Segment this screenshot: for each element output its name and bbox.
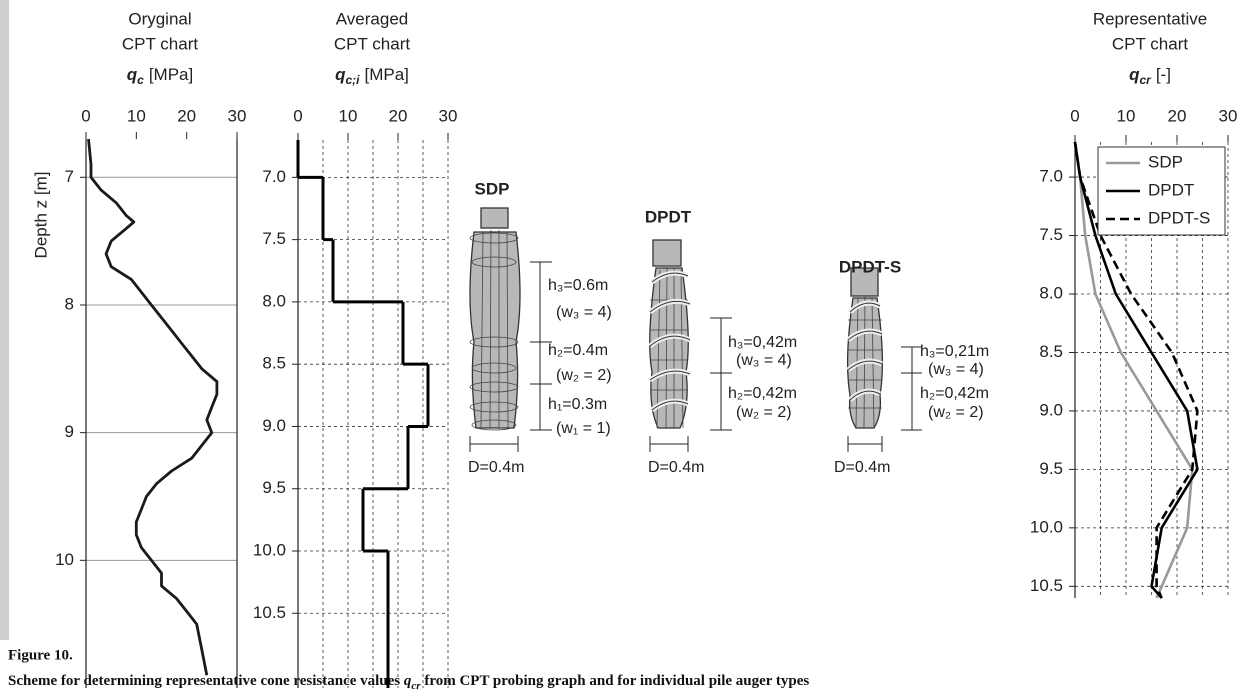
- value-tick-label: 20: [177, 106, 196, 125]
- value-tick-label: 0: [81, 106, 90, 125]
- depth-axis-label: Depth z [m]: [31, 172, 50, 259]
- depth-tick-label: 8.5: [1039, 342, 1063, 361]
- value-tick-label: 0: [1070, 106, 1079, 125]
- caption-symbol: q: [404, 673, 412, 689]
- depth-tick-label: 9.5: [1039, 459, 1063, 478]
- depth-tick-label: 10: [55, 550, 74, 569]
- dim-label: h₂=0.4m: [548, 342, 608, 359]
- chart-title: CPT chart: [334, 34, 410, 53]
- label-symbol: q: [127, 65, 138, 84]
- depth-tick-label: 10.5: [1030, 576, 1063, 595]
- label-symbol: q: [1129, 65, 1140, 84]
- depth-tick-label: 7: [65, 167, 74, 186]
- label-symbol: q: [335, 65, 346, 84]
- data-line: [1073, 141, 1199, 599]
- value-axis-label: qc [MPa]: [127, 65, 193, 87]
- depth-tick-label: 7.5: [262, 229, 286, 248]
- diameter-label: D=0.4m: [834, 459, 890, 476]
- dim-label: (w₃ = 4): [556, 304, 612, 321]
- value-tick-label: 30: [439, 106, 458, 125]
- dim-label: (w₂ = 2): [928, 404, 984, 421]
- pile-name: SDP: [475, 179, 510, 198]
- label-unit: [-]: [1156, 65, 1171, 84]
- depth-tick-label: 10.0: [1030, 517, 1063, 536]
- dim-label: (w₃ = 4): [928, 361, 984, 378]
- pile-name: DPDT-S: [839, 257, 901, 276]
- chart-title: CPT chart: [122, 34, 198, 53]
- legend-label: DPDT: [1148, 180, 1194, 199]
- label-unit: [MPa]: [365, 65, 409, 84]
- value-tick-label: 20: [1168, 106, 1187, 125]
- dim-label: (w₂ = 2): [736, 404, 792, 421]
- caption-text: Scheme for determining representative co…: [8, 673, 809, 691]
- depth-tick-label: 7.0: [1039, 167, 1063, 186]
- depth-tick-label: 7.5: [1039, 225, 1063, 244]
- pile-dpdt-s: [846, 267, 922, 452]
- legend-label: SDP: [1148, 152, 1183, 171]
- chart-title: Averaged: [336, 9, 408, 28]
- data-line: [1073, 141, 1194, 599]
- pile-sdp: [469, 207, 552, 452]
- diameter-label: D=0.4m: [468, 459, 524, 476]
- dim-label: h₂=0,42m: [920, 385, 989, 402]
- legend-label: DPDT-S: [1148, 208, 1210, 227]
- value-axis-label: qcr [-]: [1129, 65, 1171, 87]
- chart-title: Oryginal: [128, 9, 191, 28]
- depth-tick-label: 9.0: [1039, 400, 1063, 419]
- dim-label: h₃=0,21m: [920, 343, 989, 360]
- depth-tick-label: 7.0: [262, 167, 286, 186]
- chart-title: CPT chart: [1112, 34, 1188, 53]
- dim-label: h₃=0,42m: [728, 334, 797, 351]
- dim-label: (w₃ = 4): [736, 352, 792, 369]
- pile-dpdt: [648, 239, 732, 452]
- caption-label: Figure 10.: [8, 647, 73, 663]
- depth-tick-label: 8: [65, 294, 74, 313]
- caption-part: from CPT probing graph and for individua…: [421, 673, 810, 689]
- depth-tick-label: 9.0: [262, 416, 286, 435]
- data-line: [87, 138, 219, 676]
- caption-sub: cr: [411, 680, 421, 692]
- dim-label: h₂=0,42m: [728, 385, 797, 402]
- label-sub: cr: [1139, 73, 1152, 87]
- value-axis-label: qc;i [MPa]: [335, 65, 409, 87]
- value-tick-label: 20: [389, 106, 408, 125]
- diameter-label: D=0.4m: [648, 459, 704, 476]
- depth-tick-label: 10.5: [253, 603, 286, 622]
- label-sub: c;i: [345, 73, 360, 87]
- label-sub: c: [137, 73, 144, 87]
- value-tick-label: 10: [1117, 106, 1136, 125]
- value-tick-label: 30: [228, 106, 247, 125]
- value-tick-label: 10: [127, 106, 146, 125]
- depth-tick-label: 8.0: [262, 291, 286, 310]
- depth-tick-label: 8.5: [262, 354, 286, 373]
- dim-label: (w₂ = 2): [556, 367, 612, 384]
- depth-tick-label: 9: [65, 422, 74, 441]
- depth-tick-label: 8.0: [1039, 283, 1063, 302]
- dim-label: h₁=0.3m: [548, 396, 607, 413]
- dim-label: h₃=0.6m: [548, 277, 608, 294]
- pile-name: DPDT: [645, 207, 692, 226]
- chart-title: Representative: [1093, 9, 1207, 28]
- value-tick-label: 0: [293, 106, 302, 125]
- label-unit: [MPa]: [149, 65, 193, 84]
- value-tick-label: 30: [1219, 106, 1238, 125]
- depth-tick-label: 9.5: [262, 478, 286, 497]
- side-bar: [0, 0, 9, 640]
- depth-tick-label: 10.0: [253, 540, 286, 559]
- value-tick-label: 10: [339, 106, 358, 125]
- dim-label: (w₁ = 1): [556, 420, 611, 437]
- caption-part: Scheme for determining representative co…: [8, 673, 404, 689]
